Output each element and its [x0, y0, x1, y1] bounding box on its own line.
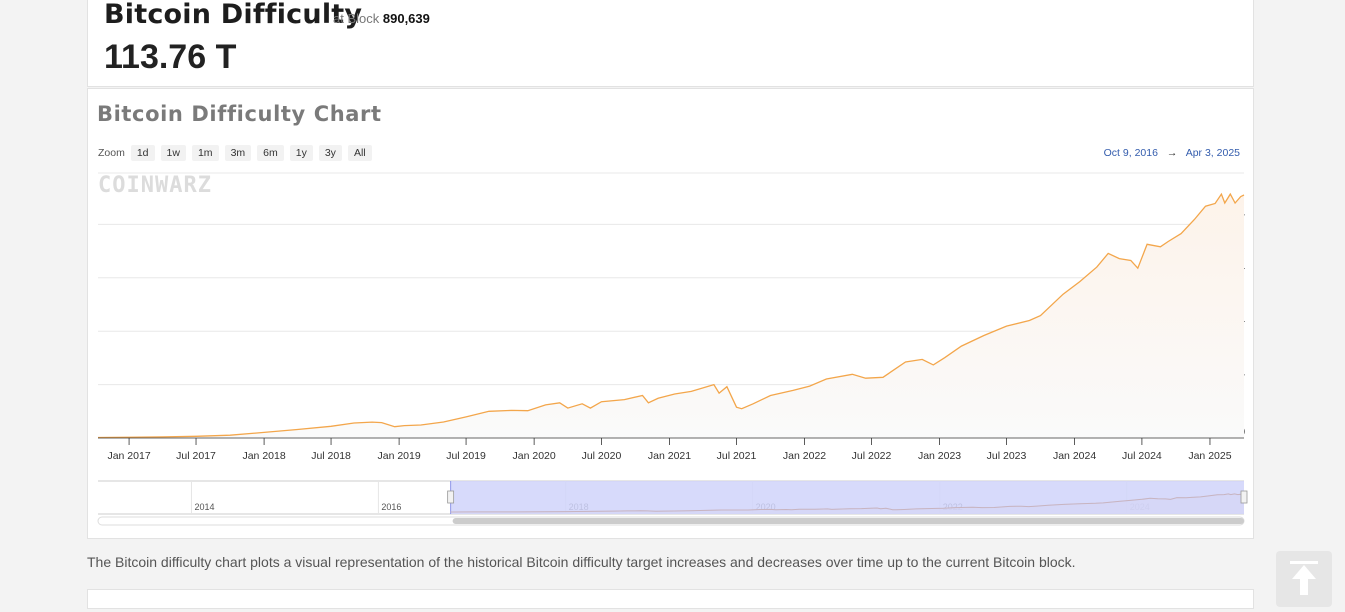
x-tick-label: Jan 2017 [107, 450, 150, 462]
zoom-3y-button[interactable]: 3y [318, 145, 342, 161]
zoom-1w-button[interactable]: 1w [160, 145, 186, 161]
x-tick-label: Jan 2025 [1188, 450, 1231, 462]
difficulty-summary-card: Bitcoin Difficulty at Block 890,639 113.… [87, 0, 1254, 87]
zoom-controls: Zoom 1d 1w 1m 3m 6m 1y 3y All [98, 145, 378, 161]
arrow-up-icon [1290, 561, 1318, 595]
x-tick-label: Jul 2017 [176, 450, 216, 462]
page-title: Bitcoin Difficulty [104, 0, 363, 30]
zoom-label: Zoom [98, 147, 125, 159]
zoom-all-button[interactable]: All [347, 145, 372, 161]
x-tick-label: Jul 2022 [852, 450, 892, 462]
block-info: at Block 890,639 [333, 11, 430, 26]
x-tick-label: Jul 2018 [311, 450, 351, 462]
series-area [98, 194, 1244, 438]
range-arrow: → [1166, 147, 1178, 159]
navigator-handle[interactable] [447, 490, 455, 504]
next-card [87, 589, 1254, 609]
x-tick-label: Jul 2019 [446, 450, 486, 462]
scrollbar-thumb[interactable] [452, 518, 1244, 524]
x-tick-label: Jan 2024 [1053, 450, 1096, 462]
x-tick-label: Jan 2018 [242, 450, 285, 462]
navigator-line-overlay [450, 493, 1245, 513]
chart-description: The Bitcoin difficulty chart plots a vis… [87, 554, 1076, 570]
chart-card: Bitcoin Difficulty Chart Zoom 1d 1w 1m 3… [87, 88, 1254, 539]
chart-heading: Bitcoin Difficulty Chart [97, 102, 382, 126]
coinwarz-watermark-logo: COINWARZ [98, 173, 212, 198]
x-tick-label: Jan 2021 [648, 450, 691, 462]
date-range: Oct 9, 2016 → Apr 3, 2025 [1104, 147, 1240, 159]
x-tick-label: Jan 2019 [378, 450, 421, 462]
x-tick-label: Jul 2023 [987, 450, 1027, 462]
at-block-label: at Block [333, 11, 380, 26]
range-to[interactable]: Apr 3, 2025 [1185, 147, 1240, 159]
zoom-1d-button[interactable]: 1d [130, 145, 155, 161]
zoom-1m-button[interactable]: 1m [191, 145, 219, 161]
zoom-3m-button[interactable]: 3m [224, 145, 252, 161]
zoom-6m-button[interactable]: 6m [257, 145, 284, 161]
x-tick-label: Jul 2024 [1122, 450, 1162, 462]
navigator-tick-label: 2016 [381, 502, 401, 512]
x-tick-label: Jul 2021 [717, 450, 757, 462]
x-tick-label: Jan 2023 [918, 450, 961, 462]
series-line [97, 192, 1245, 439]
x-tick-label: Jul 2020 [582, 450, 622, 462]
zoom-1y-button[interactable]: 1y [289, 145, 313, 161]
scroll-to-top-button[interactable] [1276, 551, 1332, 607]
difficulty-value: 113.76 T [104, 38, 237, 76]
x-tick-label: Jan 2020 [513, 450, 556, 462]
range-from[interactable]: Oct 9, 2016 [1103, 147, 1158, 159]
navigator-tick-label: 2014 [194, 502, 214, 512]
block-number: 890,639 [382, 11, 430, 26]
navigator-handle[interactable] [1240, 490, 1248, 504]
x-tick-label: Jan 2022 [783, 450, 826, 462]
